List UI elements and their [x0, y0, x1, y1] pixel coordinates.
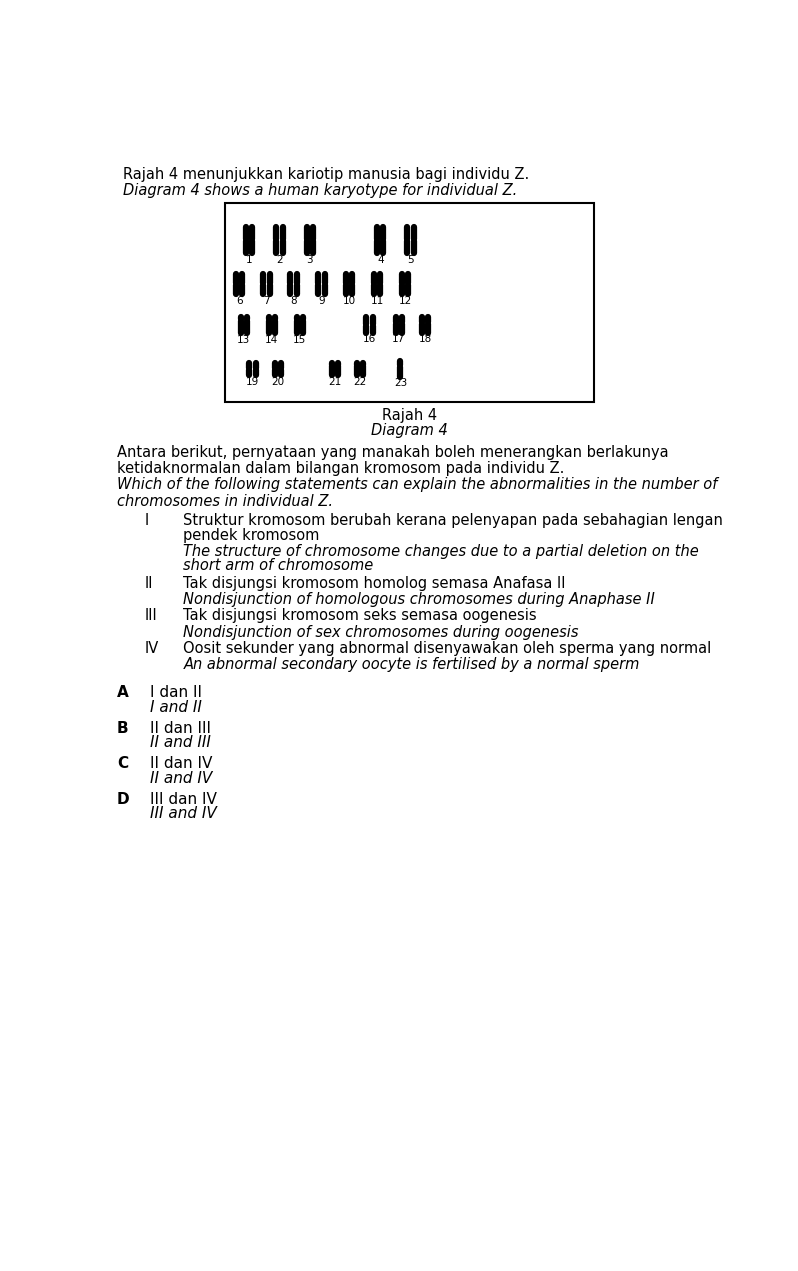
Text: 6: 6 [236, 296, 243, 306]
Text: 7: 7 [263, 296, 270, 306]
Text: 5: 5 [407, 255, 414, 264]
Text: An abnormal secondary oocyte is fertilised by a normal sperm: An abnormal secondary oocyte is fertilis… [184, 657, 640, 672]
Text: 15: 15 [293, 336, 306, 344]
Text: II: II [144, 576, 153, 591]
Text: II dan III: II dan III [150, 721, 211, 736]
Text: II dan IV: II dan IV [150, 756, 212, 771]
Text: Diagram 4: Diagram 4 [371, 423, 448, 437]
Text: Antara berikut, pernyataan yang manakah boleh menerangkan berlakunya: Antara berikut, pernyataan yang manakah … [117, 445, 669, 460]
Text: 22: 22 [354, 376, 367, 386]
Text: Oosit sekunder yang abnormal disenyawakan oleh sperma yang normal: Oosit sekunder yang abnormal disenyawaka… [184, 641, 712, 656]
Text: 14: 14 [265, 336, 279, 344]
Text: II and III: II and III [150, 736, 211, 750]
Text: 18: 18 [419, 334, 432, 344]
Text: III: III [144, 609, 157, 623]
Text: IV: IV [144, 641, 159, 656]
Text: II and IV: II and IV [150, 770, 212, 785]
Text: I: I [144, 513, 149, 527]
Text: I dan II: I dan II [150, 685, 202, 700]
Text: C: C [117, 756, 128, 771]
Text: 19: 19 [246, 376, 259, 386]
Text: ketidaknormalan dalam bilangan kromosom pada individu Z.: ketidaknormalan dalam bilangan kromosom … [117, 461, 564, 477]
Text: Nondisjunction of sex chromosomes during oogenesis: Nondisjunction of sex chromosomes during… [184, 624, 579, 639]
Text: Tak disjungsi kromosom seks semasa oogenesis: Tak disjungsi kromosom seks semasa oogen… [184, 609, 537, 623]
Text: Nondisjunction of homologous chromosomes during Anaphase II: Nondisjunction of homologous chromosomes… [184, 592, 655, 608]
Text: 2: 2 [276, 255, 282, 264]
Text: 12: 12 [398, 296, 412, 306]
Text: The structure of chromosome changes due to a partial deletion on the: The structure of chromosome changes due … [184, 544, 699, 559]
Text: 3: 3 [306, 255, 313, 264]
Text: B: B [117, 721, 128, 736]
Text: short arm of chromosome: short arm of chromosome [184, 558, 373, 573]
Bar [225, 203, 595, 402]
Text: 23: 23 [394, 379, 407, 388]
Text: Struktur kromosom berubah kerana pelenyapan pada sebahagian lengan: Struktur kromosom berubah kerana pelenya… [184, 513, 723, 527]
Text: 16: 16 [363, 334, 376, 344]
Text: 17: 17 [393, 334, 405, 344]
Text: Rajah 4: Rajah 4 [382, 408, 437, 423]
Text: 4: 4 [377, 255, 384, 264]
Text: 21: 21 [329, 376, 342, 386]
Text: III dan IV: III dan IV [150, 792, 217, 807]
Text: D: D [117, 792, 129, 807]
Text: pendek kromosom: pendek kromosom [184, 527, 320, 543]
Text: A: A [117, 685, 128, 700]
Text: Diagram 4 shows a human karyotype for individual Z.: Diagram 4 shows a human karyotype for in… [123, 183, 517, 197]
Text: Which of the following statements can explain the abnormalities in the number of: Which of the following statements can ex… [117, 478, 717, 492]
Text: III and IV: III and IV [150, 806, 217, 821]
Text: 11: 11 [370, 296, 384, 306]
Text: 8: 8 [290, 296, 297, 306]
Text: 9: 9 [318, 296, 325, 306]
Text: 1: 1 [246, 255, 253, 264]
Text: 13: 13 [237, 336, 251, 344]
Text: 10: 10 [342, 296, 356, 306]
Text: chromosomes in individual Z.: chromosomes in individual Z. [117, 493, 333, 508]
Text: 20: 20 [271, 376, 285, 386]
Text: Tak disjungsi kromosom homolog semasa Anafasa II: Tak disjungsi kromosom homolog semasa An… [184, 576, 566, 591]
Text: Rajah 4 menunjukkan kariotip manusia bagi individu Z.: Rajah 4 menunjukkan kariotip manusia bag… [123, 168, 529, 182]
Text: I and II: I and II [150, 700, 202, 716]
